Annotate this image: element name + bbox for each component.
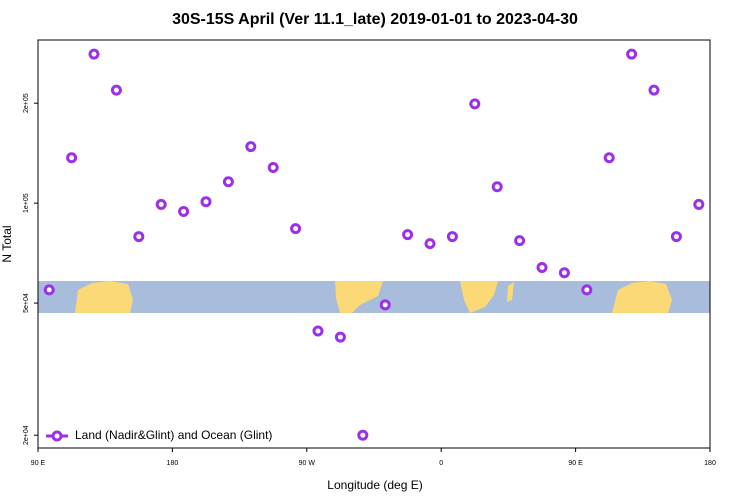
point [446, 231, 458, 243]
point [200, 196, 212, 208]
point [133, 231, 145, 243]
point [626, 48, 638, 60]
x-tick-label: 90 E [31, 460, 46, 467]
x-tick-label: 0 [439, 460, 443, 467]
y-tick-label: 1e+05 [23, 193, 30, 213]
point [491, 181, 503, 193]
point [424, 238, 436, 250]
point [536, 261, 548, 273]
point [648, 84, 660, 96]
point [43, 284, 55, 296]
point [670, 231, 682, 243]
point [245, 141, 257, 153]
point [222, 176, 234, 188]
point [514, 235, 526, 247]
point [357, 429, 369, 441]
point [603, 152, 615, 164]
point [66, 152, 78, 164]
x-tick-label: 90 W [299, 460, 316, 467]
point [312, 325, 324, 337]
point [379, 299, 391, 311]
point [581, 284, 593, 296]
y-axis-label: N Total [0, 225, 14, 262]
y-tick-label: 5e+04 [23, 293, 30, 313]
point [290, 223, 302, 235]
point [267, 162, 279, 174]
x-tick-label: 90 E [568, 460, 583, 467]
y-tick-label: 2e+05 [23, 93, 30, 113]
y-tick-label: 2e+04 [23, 425, 30, 445]
x-tick-label: 180 [704, 460, 716, 467]
legend-label: Land (Nadir&Glint) and Ocean (Glint) [75, 428, 272, 442]
map-band [38, 281, 710, 313]
plot-frame [37, 39, 711, 449]
chart-title: 30S-15S April (Ver 11.1_late) 2019-01-01… [172, 11, 578, 28]
point [402, 229, 414, 241]
point [334, 331, 346, 343]
x-tick-label: 180 [167, 460, 179, 467]
point [178, 205, 190, 217]
point [469, 98, 481, 110]
point [155, 198, 167, 210]
point [558, 267, 570, 279]
x-axis-label: Longitude (deg E) [327, 478, 422, 492]
legend-marker [51, 430, 63, 442]
point [110, 84, 122, 96]
point [693, 198, 705, 210]
point [88, 48, 100, 60]
